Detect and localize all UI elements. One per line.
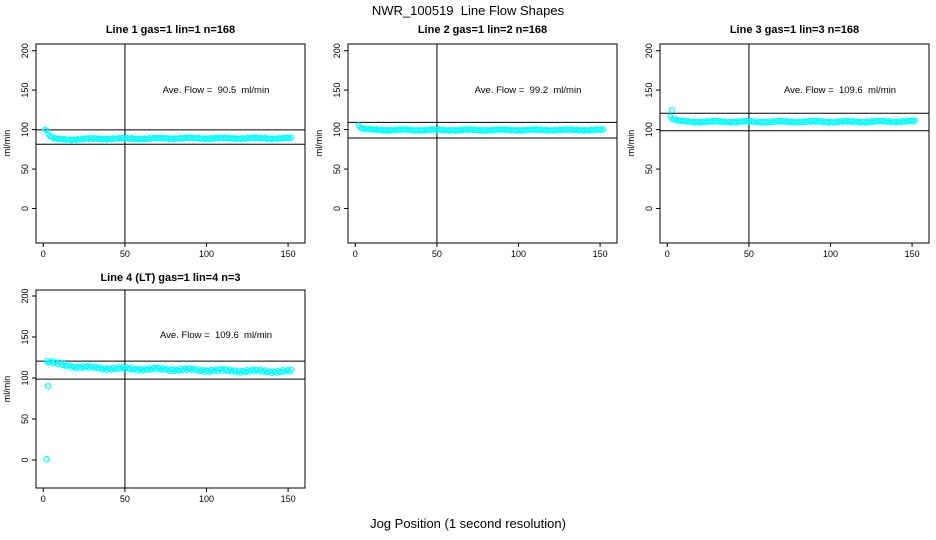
plot-box <box>35 289 306 489</box>
x-axis-tick-label: 150 <box>281 249 296 259</box>
flow-points-series <box>667 113 919 126</box>
subplot-title: Line 2 gas=1 lin=2 n=168 <box>417 24 548 36</box>
subplot-line-2: 0 50 100 150 0 50 100 150 200 Line 2 gas=1 lin=2… <box>312 22 624 272</box>
subplot-line-3: 0 50 100 150 0 50 100 150 200 Line 3 gas=1 lin=3… <box>624 22 936 272</box>
flow-point <box>288 366 295 373</box>
flow-points-series <box>355 122 607 135</box>
plot-area-svg: 0 50 100 150 0 50 100 150 200 <box>20 288 306 504</box>
y-axis-label: ml/min <box>626 129 636 157</box>
y-axis-tick-label: 100 <box>20 370 30 385</box>
flow-point <box>288 134 295 141</box>
y-axis-tick-label: 200 <box>20 288 30 303</box>
y-axis-tick-label: 200 <box>20 43 30 58</box>
y-axis-tick-label: 50 <box>20 414 30 424</box>
subplot-title: Line 1 gas=1 lin=1 n=168 <box>105 24 236 36</box>
y-axis-tick-label: 200 <box>332 43 342 58</box>
flow-points-series <box>43 357 295 377</box>
ave-flow-annotation: Ave. Flow = 109.6 ml/min <box>159 330 273 341</box>
flow-point <box>600 126 607 133</box>
x-axis-tick-label: 100 <box>199 494 214 504</box>
x-axis-tick-label: 0 <box>665 249 670 259</box>
y-axis-tick-label: 0 <box>20 206 30 211</box>
x-axis-tick-label: 0 <box>41 249 46 259</box>
x-axis-tick-label: 50 <box>432 249 442 259</box>
subplot-title: Line 4 (LT) gas=1 lin=4 n=3 <box>100 272 241 284</box>
y-axis-tick-label: 50 <box>332 164 342 174</box>
plot-area-svg: 0 50 100 150 0 50 100 150 200 <box>20 43 306 259</box>
y-axis-tick-label: 100 <box>644 122 654 137</box>
y-axis-tick-label: 0 <box>644 206 654 211</box>
x-axis-tick-label: 50 <box>744 249 754 259</box>
y-axis-tick-label: 100 <box>332 122 342 137</box>
subplot-line-4-lt: 0 50 100 150 0 50 100 150 200 Line 4 (LT) gas=1 … <box>0 270 312 520</box>
x-axis-tick-label: 100 <box>511 249 526 259</box>
subplot-line-1: 0 50 100 150 0 50 100 150 200 Line 1 gas=1 lin=1… <box>0 22 312 272</box>
subplot-title: Line 3 gas=1 lin=3 n=168 <box>729 24 860 36</box>
y-axis-tick-label: 0 <box>20 457 30 462</box>
figure-title: NWR_100519 Line Flow Shapes <box>371 3 565 18</box>
y-axis-tick-label: 150 <box>644 83 654 98</box>
plot-area-svg: 0 50 100 150 0 50 100 150 200 <box>644 43 930 259</box>
y-axis-tick-label: 50 <box>644 164 654 174</box>
x-axis-tick-label: 150 <box>905 249 920 259</box>
x-axis-tick-label: 0 <box>41 494 46 504</box>
y-axis-tick-label: 100 <box>20 122 30 137</box>
plot-box <box>347 43 618 244</box>
flow-outlier-point <box>43 455 50 463</box>
x-axis-tick-label: 50 <box>120 249 130 259</box>
flow-outlier-point <box>45 382 52 390</box>
y-axis-tick-label: 200 <box>644 43 654 58</box>
flow-outlier-point <box>669 106 676 114</box>
y-axis-tick-label: 150 <box>20 83 30 98</box>
x-axis-tick-label: 100 <box>199 249 214 259</box>
x-axis-tick-label: 150 <box>593 249 608 259</box>
y-axis-tick-label: 50 <box>20 164 30 174</box>
x-axis-tick-label: 100 <box>823 249 838 259</box>
x-axis-tick-label: 0 <box>353 249 358 259</box>
ave-flow-annotation: Ave. Flow = 99.2 ml/min <box>474 85 582 96</box>
x-axis-tick-label: 50 <box>120 494 130 504</box>
flow-point <box>285 367 292 373</box>
plot-box <box>35 43 306 244</box>
y-axis-label: ml/min <box>2 129 12 157</box>
y-axis-tick-label: 150 <box>20 329 30 344</box>
x-axis-tick-label: 150 <box>281 494 296 504</box>
y-axis-tick-label: 150 <box>332 83 342 98</box>
plot-box <box>659 43 930 244</box>
ave-flow-annotation: Ave. Flow = 90.5 ml/min <box>162 85 270 96</box>
y-axis-label: ml/min <box>314 129 324 157</box>
y-axis-tick-label: 0 <box>332 206 342 211</box>
flow-point <box>912 117 919 124</box>
figure-xlabel: Jog Position (1 second resolution) <box>370 516 566 531</box>
ave-flow-annotation: Ave. Flow = 109.6 ml/min <box>783 85 897 96</box>
plot-area-svg: 0 50 100 150 0 50 100 150 200 <box>332 43 618 259</box>
flow-points-series <box>42 126 295 144</box>
y-axis-label: ml/min <box>2 375 12 403</box>
